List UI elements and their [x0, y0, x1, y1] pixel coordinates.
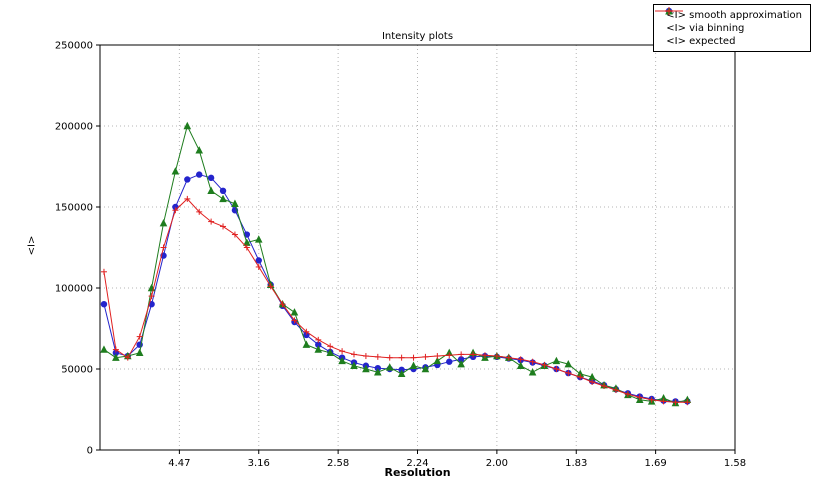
data-point-triangle — [374, 368, 382, 376]
data-point-triangle — [350, 361, 358, 369]
data-point-triangle — [516, 361, 525, 369]
legend: <I> smooth approximation <I> via binning… — [653, 4, 811, 52]
x-axis-ticks: 4.47 3.16 2.58 2.24 2.00 1.83 1.69 1.58 — [168, 450, 746, 469]
y-tick-label: 0 — [87, 446, 93, 457]
data-point-triangle — [290, 308, 299, 316]
y-tick-label: 100000 — [55, 284, 93, 295]
y-axis-ticks: 0 50000 100000 150000 200000 250000 — [55, 41, 100, 457]
data-point-triangle — [326, 348, 334, 356]
x-axis-label: Resolution — [384, 466, 451, 479]
y-tick-label: 250000 — [55, 41, 93, 52]
data-point-triangle — [397, 369, 406, 378]
series-smooth-approximation — [100, 171, 691, 405]
data-point-circle — [207, 174, 215, 182]
legend-item-expected: <I> expected — [655, 7, 802, 47]
data-point-circle — [446, 358, 453, 365]
data-point-circle — [315, 341, 322, 348]
data-point-triangle — [243, 238, 251, 246]
data-point-triangle — [564, 359, 573, 368]
data-point-triangle — [219, 194, 227, 203]
data-point-circle — [100, 301, 108, 308]
data-point-triangle — [409, 361, 418, 369]
data-point-triangle — [171, 167, 180, 175]
data-point-circle — [219, 187, 227, 194]
data-point-triangle — [385, 363, 394, 371]
x-tick-label: 1.83 — [565, 458, 587, 469]
data-point-triangle — [457, 359, 465, 368]
data-point-circle — [457, 356, 465, 363]
data-point-triangle — [576, 369, 585, 378]
chart-title: Intensity plots — [381, 31, 454, 42]
data-point-triangle — [159, 219, 168, 227]
data-point-triangle — [552, 356, 561, 365]
gridlines — [100, 44, 736, 451]
x-tick-label: 1.69 — [644, 458, 666, 469]
series-expected — [100, 195, 691, 406]
y-tick-label: 50000 — [61, 365, 93, 376]
legend-item-via-binning: <I> via binning — [655, 7, 802, 34]
data-point-triangle — [433, 356, 442, 365]
data-point-triangle — [314, 345, 323, 353]
x-tick-label: 4.47 — [168, 458, 190, 469]
y-tick-label: 200000 — [55, 122, 93, 133]
data-point-triangle — [135, 348, 144, 356]
legend-label-via-binning: <I> via binning — [666, 22, 745, 34]
data-point-circle — [255, 257, 262, 264]
data-point-triangle — [362, 364, 370, 373]
x-tick-label: 2.00 — [486, 458, 508, 469]
data-point-circle — [184, 176, 191, 183]
data-point-triangle — [421, 364, 430, 373]
data-point-triangle — [659, 393, 668, 402]
data-point-triangle — [302, 340, 311, 348]
data-point-triangle — [195, 146, 204, 154]
data-point-triangle — [254, 235, 263, 243]
x-tick-label: 2.58 — [327, 458, 349, 469]
legend-label-smooth-approximation: <I> smooth approximation — [666, 9, 802, 21]
data-point-triangle — [231, 199, 239, 207]
data-point-triangle — [183, 121, 192, 130]
data-point-triangle — [528, 368, 537, 376]
data-point-triangle — [338, 356, 346, 365]
y-tick-label: 150000 — [55, 203, 93, 214]
data-point-circle — [196, 171, 203, 178]
data-point-triangle — [100, 345, 108, 353]
data-point-circle — [303, 331, 310, 339]
y-axis-label: <I> — [26, 235, 38, 256]
data-point-triangle — [588, 372, 596, 381]
data-point-triangle — [207, 186, 215, 194]
series-via-binning — [100, 121, 692, 407]
x-tick-label: 1.58 — [724, 458, 746, 469]
x-tick-label: 3.16 — [248, 458, 270, 469]
data-point-triangle — [112, 353, 120, 361]
x-tick-label: 2.24 — [406, 458, 428, 469]
legend-label-expected: <I> expected — [666, 35, 736, 47]
